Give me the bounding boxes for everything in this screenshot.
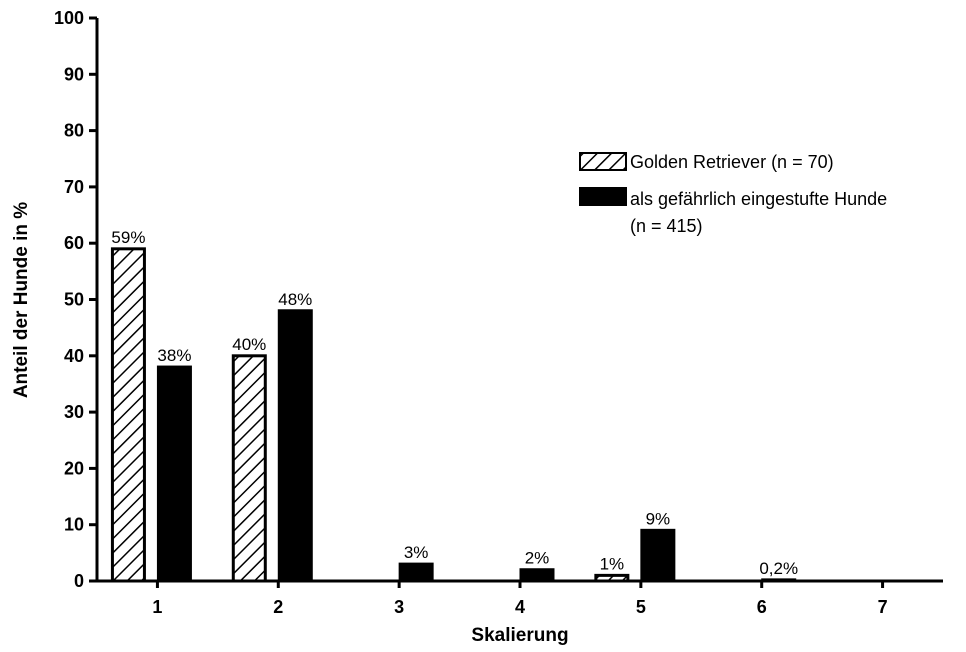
y-axis: 0 10 20 30 40 50 60 70 80 90 100 [54, 8, 99, 591]
y-tick-label: 50 [64, 290, 84, 310]
bar-value-label: 3% [404, 543, 429, 562]
bar-value-label: 40% [232, 335, 266, 354]
x-tick-label: 4 [515, 597, 525, 617]
bar-dangerous-dogs-6 [761, 578, 797, 583]
bar-dangerous-dogs-2 [277, 309, 313, 583]
legend-label-dangerous-dogs-line-2: (n = 415) [630, 216, 703, 236]
x-tick-label: 3 [394, 597, 404, 617]
y-tick-label: 20 [64, 458, 84, 478]
bar-dangerous-dogs-5 [640, 528, 676, 583]
bar-value-label: 59% [111, 228, 145, 247]
bar-dangerous-dogs-3 [398, 562, 434, 583]
y-tick-label: 30 [64, 402, 84, 422]
y-tick-label: 60 [64, 233, 84, 253]
bar-golden-retriever-1 [110, 247, 146, 583]
bar-dangerous-dogs-1 [156, 365, 192, 583]
x-tick-label: 2 [273, 597, 283, 617]
y-tick-label: 10 [64, 515, 84, 535]
legend-label-golden-retriever: Golden Retriever (n = 70) [630, 152, 834, 172]
bar-labels: 59% 38% 40% 48% 3% 2% 1% 9% 0,2% [111, 228, 798, 578]
bar-value-label: 38% [157, 346, 191, 365]
legend-swatch-dangerous-dogs [579, 187, 627, 206]
y-tick-label: 70 [64, 177, 84, 197]
y-tick-label: 90 [64, 64, 84, 84]
bars [110, 247, 797, 583]
y-tick-label: 80 [64, 121, 84, 141]
legend-label-dangerous-dogs-line-1: als gefährlich eingestufte Hunde [630, 189, 887, 209]
bar-dangerous-dogs-4 [519, 568, 555, 583]
x-axis-title: Skalierung [471, 625, 568, 646]
legend: Golden Retriever (n = 70) als gefährlich… [579, 152, 887, 236]
y-tick-label: 100 [54, 8, 84, 28]
x-tick-label: 7 [878, 597, 888, 617]
bar-value-label: 9% [646, 509, 671, 528]
x-tick-label: 6 [757, 597, 767, 617]
bar-value-label: 1% [600, 554, 625, 573]
bar-golden-retriever-2 [231, 354, 267, 583]
x-tick-label: 1 [152, 597, 162, 617]
x-tick-label: 5 [636, 597, 646, 617]
bar-value-label: 2% [525, 549, 550, 568]
x-axis: 1 2 3 4 5 6 7 [97, 579, 943, 617]
legend-swatch-golden-retriever [579, 152, 627, 171]
bar-golden-retriever-5 [594, 573, 630, 583]
y-tick-label: 0 [74, 571, 84, 591]
bar-value-label: 48% [278, 290, 312, 309]
bar-value-label: 0,2% [759, 559, 798, 578]
y-axis-title: Anteil der Hunde in % [11, 202, 32, 398]
y-tick-label: 40 [64, 346, 84, 366]
